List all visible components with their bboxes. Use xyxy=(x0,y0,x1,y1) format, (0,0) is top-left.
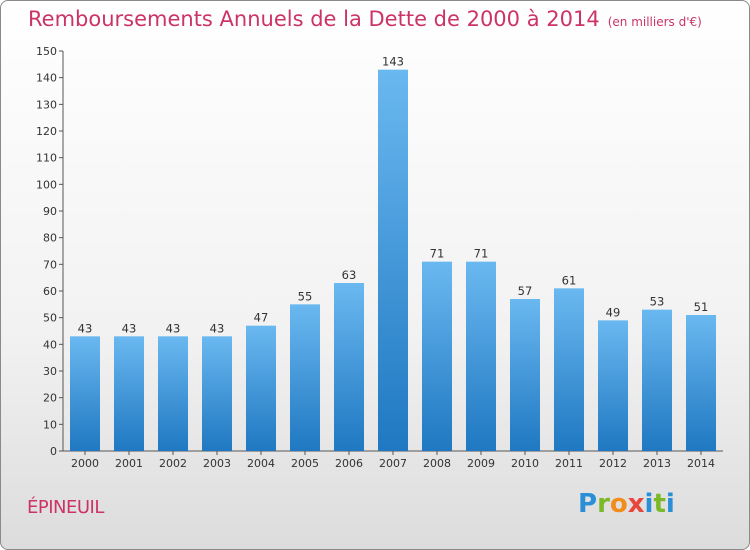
x-tick-label: 2003 xyxy=(203,457,231,470)
bar-value-label: 143 xyxy=(382,55,404,69)
x-tick-label: 2010 xyxy=(511,457,539,470)
x-tick-label: 2005 xyxy=(291,457,319,470)
bar-value-label: 53 xyxy=(650,295,665,309)
logo-letter: P xyxy=(578,489,598,519)
bar xyxy=(510,299,540,451)
x-tick-label: 2013 xyxy=(643,457,671,470)
bar xyxy=(158,336,188,451)
y-tick-label: 100 xyxy=(36,178,57,191)
x-tick-label: 2004 xyxy=(247,457,275,470)
bar xyxy=(290,304,320,451)
commune-name: ÉPINEUIL xyxy=(27,497,104,518)
logo-letter: r xyxy=(597,489,610,519)
chart-axes: 0 10 20 30 40 50 60 70 80 90 100 110 120 130 140 150 xyxy=(36,45,723,458)
y-tick-label: 10 xyxy=(43,418,57,431)
bar xyxy=(202,336,232,451)
y-tick-label: 140 xyxy=(36,72,57,85)
bar-value-label: 47 xyxy=(254,311,269,325)
bar-value-label: 43 xyxy=(122,321,137,335)
proxiti-logo: Proxiti xyxy=(578,489,675,519)
bar xyxy=(114,336,144,451)
bar-value-label: 61 xyxy=(562,273,577,287)
bar xyxy=(554,288,584,451)
y-tick-label: 80 xyxy=(43,232,57,245)
bar-value-label: 71 xyxy=(474,247,489,261)
chart-title: Remboursements Annuels de la Dette de 20… xyxy=(28,7,702,31)
x-tick-label: 2006 xyxy=(335,457,363,470)
logo-letter: i xyxy=(665,489,675,519)
x-tick-label: 2014 xyxy=(687,457,715,470)
y-tick-label: 0 xyxy=(50,445,57,458)
bar-value-label: 63 xyxy=(342,268,357,282)
x-tick-label: 2009 xyxy=(467,457,495,470)
chart-bars xyxy=(70,69,716,452)
y-tick-label: 40 xyxy=(43,338,57,351)
x-tick-label: 2008 xyxy=(423,457,451,470)
bar-value-label: 71 xyxy=(430,247,445,261)
bar-value-label: 43 xyxy=(166,321,181,335)
logo-letter: t xyxy=(653,489,666,519)
chart-labels: 43 2000 43 2001 43 2002 43 2003 47 2004 55 2005 63 20… xyxy=(71,55,715,470)
y-tick-label: 130 xyxy=(36,98,57,111)
y-tick-label: 150 xyxy=(36,45,57,58)
logo-letter: i xyxy=(644,489,654,519)
y-tick-label: 70 xyxy=(43,258,57,271)
logo-letter: x xyxy=(627,489,645,519)
y-tick-label: 60 xyxy=(43,285,57,298)
bar xyxy=(378,69,408,452)
bar-value-label: 55 xyxy=(298,289,313,303)
y-tick-label: 30 xyxy=(43,365,57,378)
bar xyxy=(246,325,276,451)
bar-value-label: 57 xyxy=(518,284,533,298)
bar xyxy=(422,261,452,451)
x-tick-label: 2000 xyxy=(71,457,99,470)
y-tick-label: 20 xyxy=(43,392,57,405)
bar xyxy=(598,320,628,451)
x-tick-label: 2007 xyxy=(379,457,407,470)
x-tick-label: 2012 xyxy=(599,457,627,470)
y-tick-label: 90 xyxy=(43,205,57,218)
bar xyxy=(70,336,100,451)
y-tick-label: 110 xyxy=(36,152,57,165)
chart-title-text: Remboursements Annuels de la Dette de 20… xyxy=(28,7,600,31)
bar xyxy=(334,283,364,451)
y-tick-label: 120 xyxy=(36,125,57,138)
bar-value-label: 43 xyxy=(210,321,225,335)
x-tick-label: 2011 xyxy=(555,457,583,470)
x-tick-label: 2001 xyxy=(115,457,143,470)
bar-value-label: 43 xyxy=(78,321,93,335)
bar xyxy=(686,315,716,451)
bar-value-label: 49 xyxy=(606,305,621,319)
y-tick-label: 50 xyxy=(43,312,57,325)
logo-letter: o xyxy=(609,489,628,519)
chart-subtitle: (en milliers d'€) xyxy=(607,15,702,29)
bar-value-label: 51 xyxy=(694,300,709,314)
bar xyxy=(466,261,496,451)
bar xyxy=(642,309,672,451)
x-tick-label: 2002 xyxy=(159,457,187,470)
